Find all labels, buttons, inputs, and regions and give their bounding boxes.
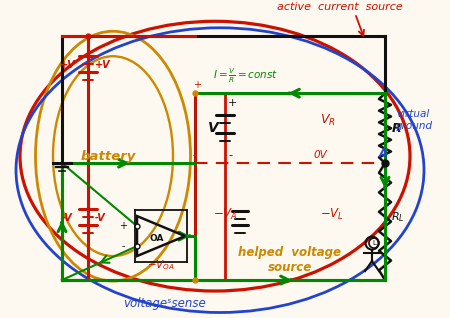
Text: OA: OA xyxy=(149,234,163,243)
Text: R: R xyxy=(392,122,401,135)
Text: L: L xyxy=(372,240,376,246)
Text: $-V_{OA}$: $-V_{OA}$ xyxy=(147,258,175,272)
Text: -V: -V xyxy=(62,213,73,223)
Text: 0V: 0V xyxy=(313,150,327,160)
Text: $-V_L$: $-V_L$ xyxy=(320,207,344,222)
Text: +: + xyxy=(193,80,201,90)
Text: +: + xyxy=(119,221,127,231)
Text: -: - xyxy=(228,150,232,160)
Text: V: V xyxy=(208,121,219,135)
Text: $I = \frac{V}{R} = const$: $I = \frac{V}{R} = const$ xyxy=(213,67,278,85)
Text: -: - xyxy=(193,150,197,160)
Text: $\mathit{R_L}$: $\mathit{R_L}$ xyxy=(391,211,405,225)
Text: A: A xyxy=(379,147,388,160)
Text: active  current  source: active current source xyxy=(277,2,403,12)
Text: -: - xyxy=(121,241,125,251)
Text: $-V_A$: $-V_A$ xyxy=(213,207,238,222)
Text: battery: battery xyxy=(80,150,136,162)
Text: -V: -V xyxy=(95,213,106,223)
Text: virtual
ground: virtual ground xyxy=(396,109,433,131)
Text: +: + xyxy=(228,98,238,108)
Text: +V: +V xyxy=(60,60,76,70)
Text: voltageˢsense: voltageˢsense xyxy=(124,297,207,310)
Text: helped  voltage
source: helped voltage source xyxy=(238,246,342,274)
Text: $V_R$: $V_R$ xyxy=(320,113,336,128)
Text: +V: +V xyxy=(95,60,111,70)
